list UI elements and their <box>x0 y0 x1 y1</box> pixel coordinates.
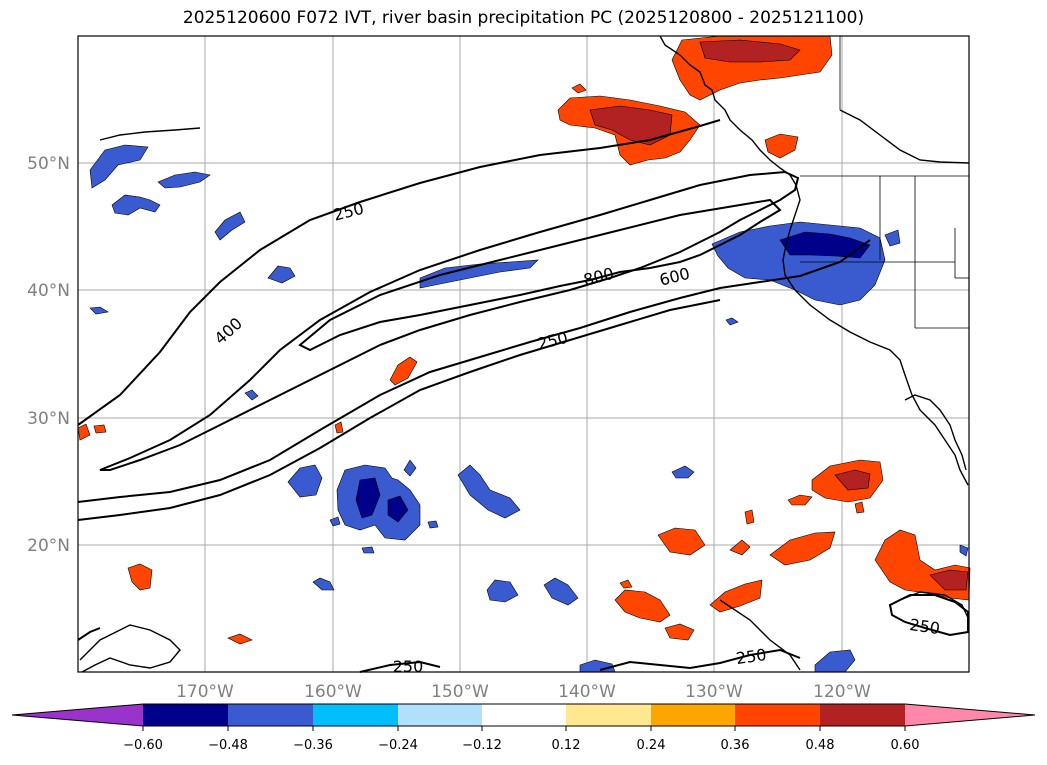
colorbar-swatch <box>735 704 820 726</box>
lon-label: 120°W <box>813 682 871 702</box>
lon-label: 170°W <box>176 682 234 702</box>
contour-label: 250 <box>393 657 424 676</box>
lon-label: 130°W <box>685 682 743 702</box>
lat-label: 30°N <box>27 409 70 429</box>
political-borders <box>800 36 969 329</box>
contour-label: 250 <box>908 615 941 638</box>
map-title: 2025120600 F072 IVT, river basin precipi… <box>182 8 865 28</box>
colorbar-tick-label: 0.12 <box>552 738 581 753</box>
colorbar-swatch <box>313 704 398 726</box>
colorbar-tick-label: 0.60 <box>891 738 920 753</box>
colorbar-swatch <box>228 704 313 726</box>
colorbar: −0.60 −0.48 −0.36 −0.24 −0.12 0.12 0.24 … <box>11 703 1036 753</box>
colorbar-tick-label: −0.48 <box>208 738 248 753</box>
colorbar-tick-label: −0.36 <box>293 738 333 753</box>
colorbar-swatch <box>820 704 905 726</box>
lon-label: 160°W <box>304 682 362 702</box>
latitude-labels: 50°N 40°N 30°N 20°N <box>27 154 70 556</box>
lon-label: 140°W <box>558 682 616 702</box>
map-frame <box>77 35 970 673</box>
ivt-contours <box>77 119 969 673</box>
lat-label: 50°N <box>27 154 70 174</box>
colorbar-swatch <box>566 704 651 726</box>
colorbar-swatch <box>482 704 566 726</box>
colorbar-tick-label: 0.36 <box>721 738 750 753</box>
colorbar-under-extend <box>12 704 143 726</box>
colorbar-swatch <box>143 704 228 726</box>
colorbar-tick-label: −0.24 <box>378 738 418 753</box>
colorbar-swatch <box>398 704 482 726</box>
colorbar-tick-label: 0.24 <box>637 738 666 753</box>
longitude-labels: 170°W 160°W 150°W 140°W 130°W 120°W <box>176 682 871 702</box>
precip-negative-anomalies <box>89 144 969 673</box>
lon-label: 150°W <box>431 682 489 702</box>
colorbar-tick-label: −0.12 <box>462 738 502 753</box>
contour-label: 250 <box>735 645 768 668</box>
precip-positive-anomalies <box>77 35 971 645</box>
colorbar-tick-label: 0.48 <box>806 738 835 753</box>
lat-label: 40°N <box>27 281 70 301</box>
colorbar-over-extend <box>905 704 1035 726</box>
lat-label: 20°N <box>27 536 70 556</box>
colorbar-swatch <box>651 704 735 726</box>
colorbar-tick-label: −0.60 <box>123 738 163 753</box>
